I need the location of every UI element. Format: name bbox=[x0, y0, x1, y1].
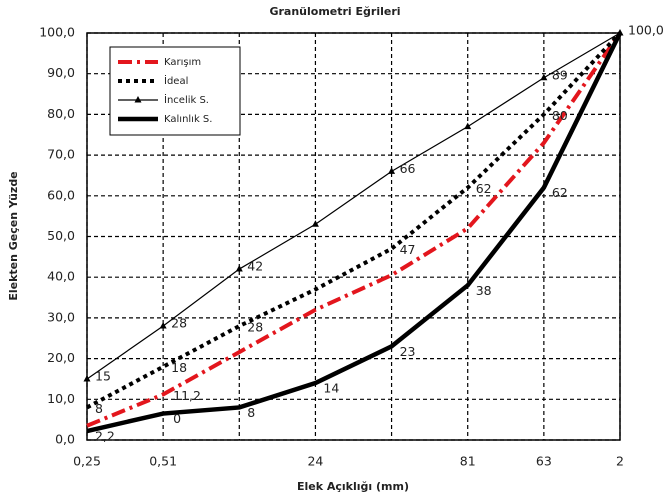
legend: Karışım İdeal İncelik S. Kalınlık S. bbox=[109, 46, 241, 136]
point-marker bbox=[464, 122, 472, 130]
data-label: 15 bbox=[95, 368, 111, 383]
x-tick-label: 2 bbox=[616, 454, 624, 469]
point-marker bbox=[83, 374, 91, 382]
series-line bbox=[86, 31, 622, 410]
x-axis-title: Elek Açıklığı (mm) bbox=[297, 480, 409, 493]
point-marker bbox=[311, 220, 319, 227]
data-label: 80 bbox=[552, 108, 568, 123]
x-tick-label: 81 bbox=[460, 454, 476, 469]
data-label: 14 bbox=[323, 381, 339, 396]
legend-label: İdeal bbox=[164, 74, 188, 87]
annotation: 0 bbox=[173, 411, 181, 426]
y-axis-title: Elekten Geçen Yüzde bbox=[7, 171, 20, 300]
y-tick-label: 0,0 bbox=[55, 432, 75, 447]
y-tick-label: 20,0 bbox=[47, 350, 75, 365]
point-marker bbox=[235, 265, 243, 272]
y-tick-label: 80,0 bbox=[47, 106, 75, 121]
series-line bbox=[86, 32, 621, 380]
plot-frame bbox=[86, 32, 621, 441]
legend-label: İncelik S. bbox=[164, 93, 209, 106]
data-label: 2,2 bbox=[95, 429, 115, 444]
x-tick-label: 0,25 bbox=[73, 454, 101, 469]
data-label: 47 bbox=[400, 242, 416, 257]
x-tick-label: 24 bbox=[307, 454, 323, 469]
data-label: 8 bbox=[95, 401, 103, 416]
x-tick-label: 0,51 bbox=[149, 454, 177, 469]
x-tick-label: 63 bbox=[536, 454, 552, 469]
point-marker bbox=[388, 167, 396, 174]
legend-label: Karışım bbox=[164, 57, 201, 68]
data-label: 66 bbox=[400, 161, 416, 176]
data-label: 23 bbox=[400, 344, 416, 359]
chart-title: Granülometri Eğrileri bbox=[269, 5, 400, 18]
y-tick-label: 50,0 bbox=[47, 228, 75, 243]
legend-label: Kalınlık S. bbox=[164, 114, 212, 125]
y-tick-label: 10,0 bbox=[47, 391, 75, 406]
y-tick-label: 100,0 bbox=[39, 25, 75, 40]
data-label: 28 bbox=[247, 320, 263, 335]
data-label: 89 bbox=[552, 67, 568, 82]
y-tick-label: 90,0 bbox=[47, 65, 75, 80]
point-marker bbox=[540, 73, 548, 81]
point-marker bbox=[159, 322, 167, 329]
y-tick-label: 70,0 bbox=[47, 147, 75, 162]
series-line bbox=[86, 31, 622, 428]
data-label: 62 bbox=[552, 185, 568, 200]
series-line bbox=[86, 32, 623, 434]
data-label: 8 bbox=[247, 405, 255, 420]
data-label: 38 bbox=[476, 283, 492, 298]
y-tick-label: 40,0 bbox=[47, 269, 75, 284]
data-label: 100,0 bbox=[628, 23, 664, 38]
legend-marker bbox=[134, 96, 142, 103]
data-label: 28 bbox=[171, 316, 187, 331]
data-label: 11,2 bbox=[173, 388, 201, 403]
y-tick-label: 30,0 bbox=[47, 309, 75, 324]
data-label: 18 bbox=[171, 360, 187, 375]
y-tick-label: 60,0 bbox=[47, 187, 75, 202]
data-label: 62 bbox=[476, 181, 492, 196]
data-label: 42 bbox=[247, 259, 263, 274]
